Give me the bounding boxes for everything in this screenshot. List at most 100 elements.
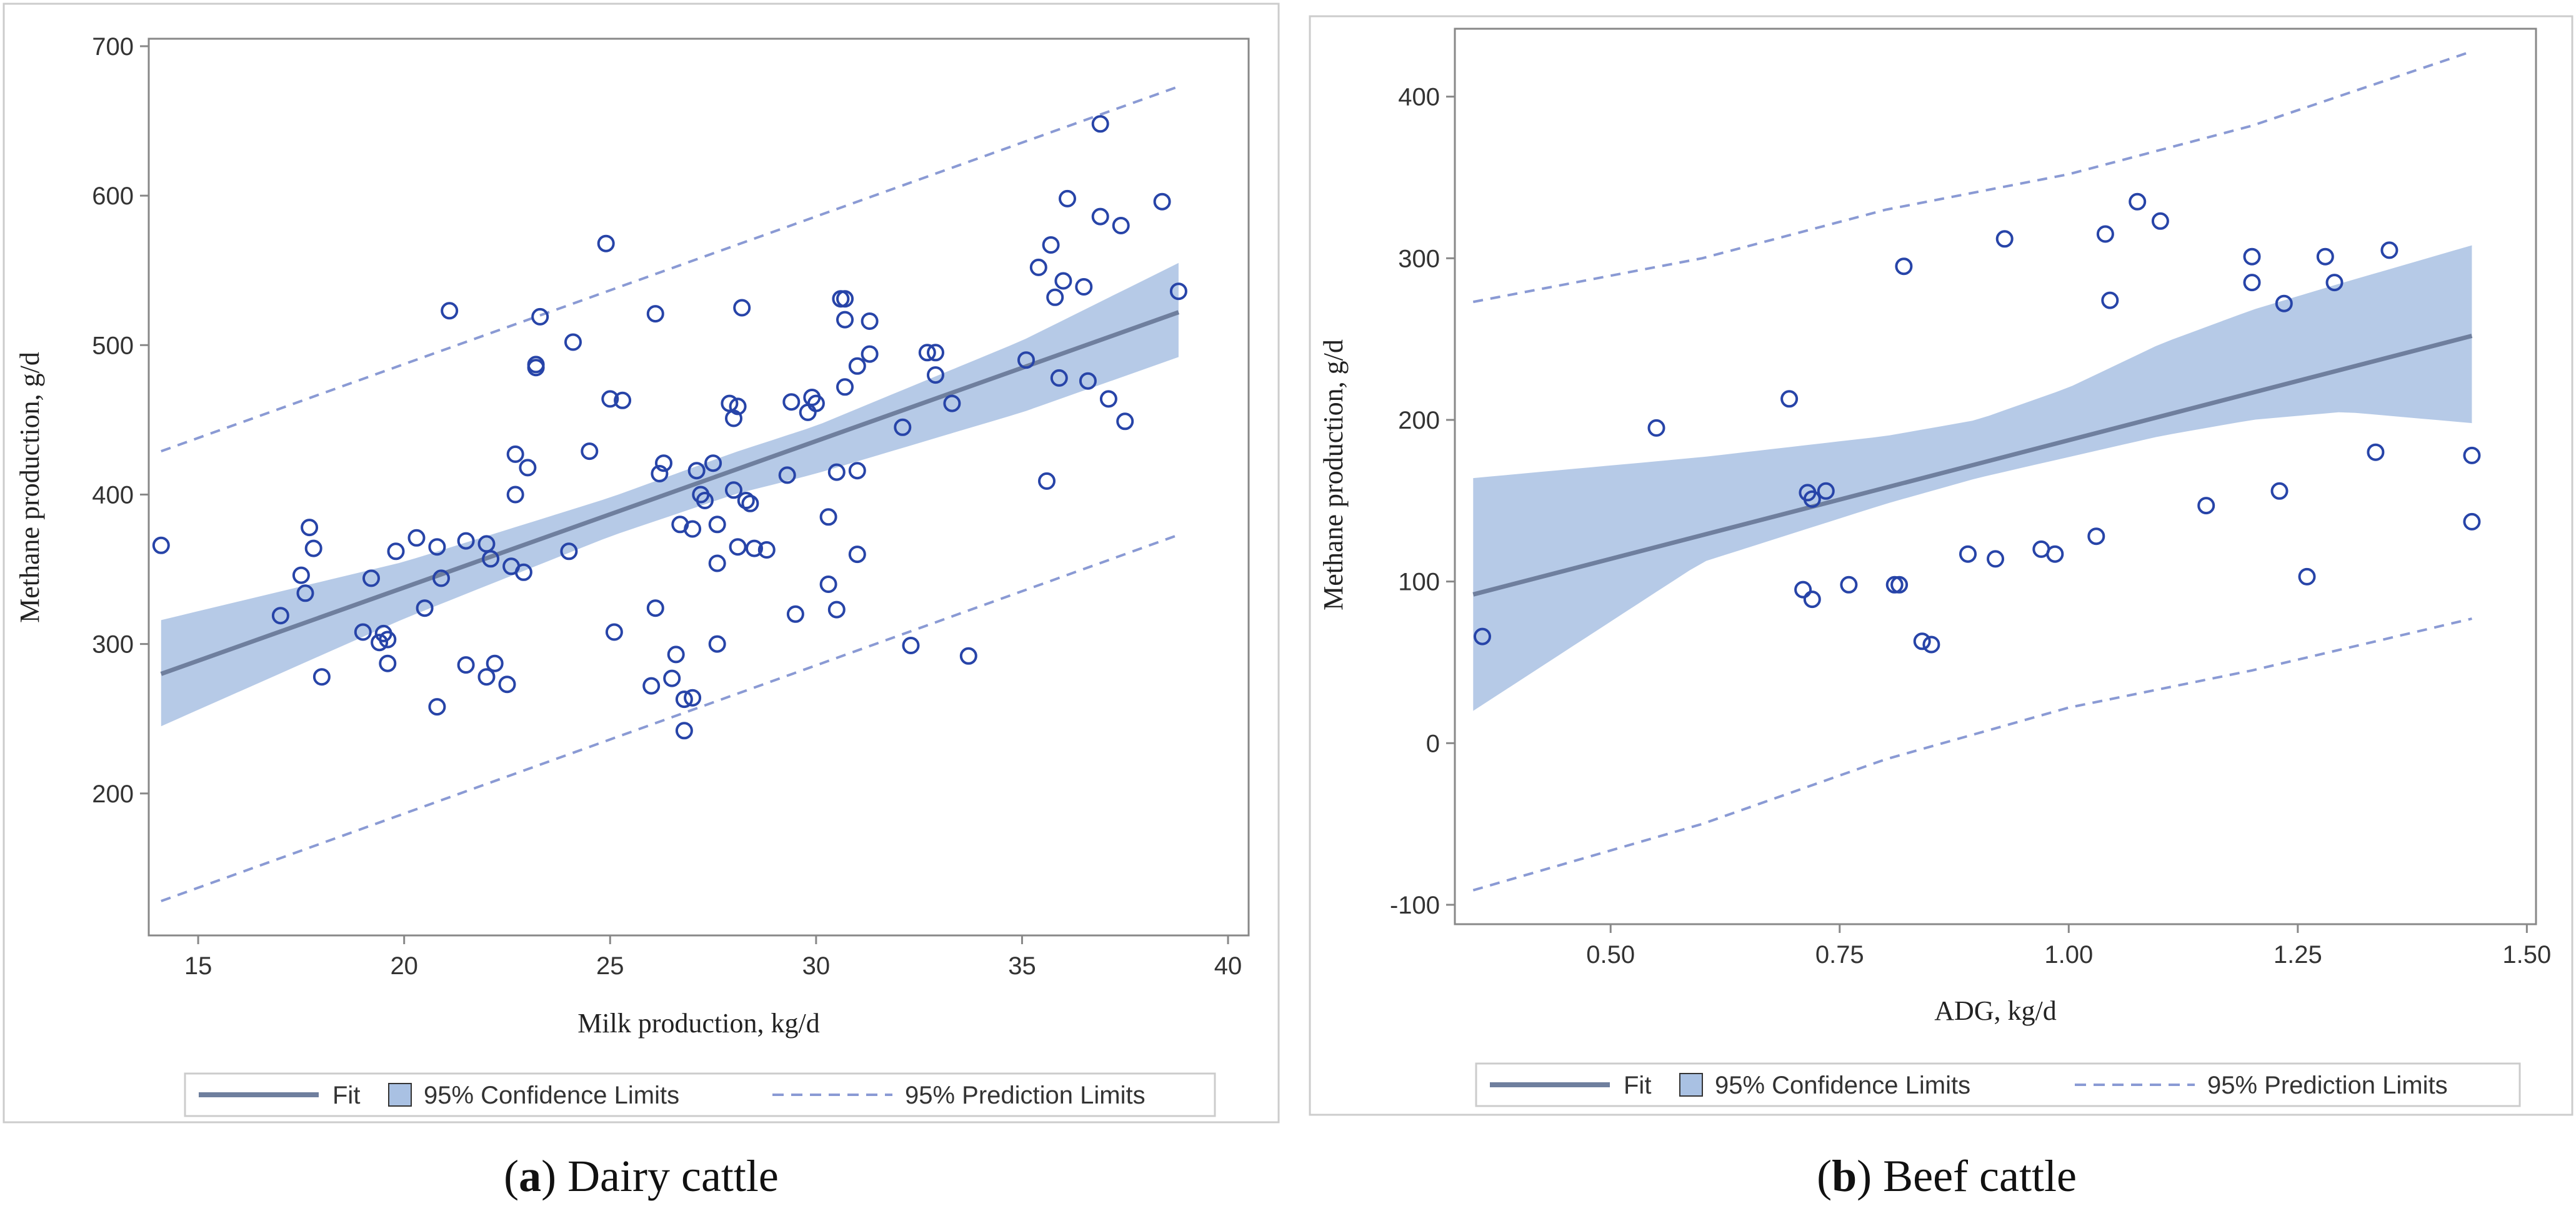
panel-b-y-ticks: -100 0 100 200 300 400: [1390, 84, 1455, 919]
data-point: [2316, 247, 2334, 266]
y-tick-label: 600: [92, 182, 134, 210]
data-point: [416, 599, 434, 617]
data-point: [725, 481, 742, 499]
data-point: [354, 623, 372, 641]
data-point: [301, 519, 319, 537]
data-point: [663, 669, 681, 687]
data-point: [519, 459, 537, 477]
data-point: [848, 462, 866, 480]
data-point: [428, 698, 446, 716]
data-point: [861, 312, 879, 330]
data-point: [564, 333, 582, 351]
panel-b: 0.50 0.75 1.00 1.25 1.50 -100 0 100 200 300 400 A…: [1309, 15, 2574, 1116]
data-point: [1803, 591, 1821, 609]
data-point: [778, 466, 796, 484]
data-point: [1780, 390, 1799, 408]
data-point: [514, 563, 532, 581]
data-point: [746, 539, 763, 557]
data-point: [2096, 225, 2114, 243]
data-point: [601, 390, 619, 408]
data-point: [2380, 241, 2399, 259]
data-point: [531, 307, 549, 326]
prediction-limit-lower: [161, 534, 1179, 902]
panel-a-legend-confidence-swatch: [388, 1083, 412, 1107]
data-point: [708, 554, 726, 572]
data-point: [927, 366, 944, 384]
data-point: [1116, 412, 1134, 431]
panel-b-legend-confidence-label: 95% Confidence Limits: [1715, 1072, 1970, 1099]
data-point: [684, 689, 702, 707]
x-tick-label: 15: [184, 952, 212, 980]
x-tick-label: 30: [802, 952, 831, 980]
panel-a-points: [152, 115, 1187, 740]
data-point: [312, 668, 331, 686]
data-point: [428, 538, 446, 556]
data-point: [506, 486, 524, 504]
data-point: [506, 445, 524, 463]
panel-a-prediction-limits: [161, 85, 1179, 902]
data-point: [836, 290, 854, 308]
data-point: [1474, 627, 1491, 645]
data-point: [1803, 490, 1821, 508]
data-point: [560, 542, 578, 561]
fit-line: [1472, 334, 2473, 597]
data-point: [605, 623, 623, 641]
data-point: [457, 656, 475, 674]
panel-b-points: [1474, 192, 2481, 654]
fit-line: [160, 310, 1180, 676]
data-point: [1647, 419, 1665, 437]
data-point: [2367, 443, 2385, 461]
data-point: [362, 569, 380, 587]
data-point: [848, 546, 866, 564]
data-point: [1075, 278, 1093, 296]
data-point: [1091, 207, 1109, 226]
data-point: [708, 635, 726, 653]
data-point: [927, 344, 944, 362]
data-point: [733, 299, 751, 317]
caption-a-close: ): [541, 1151, 556, 1201]
prediction-limit-upper: [1472, 50, 2473, 304]
data-point: [894, 418, 912, 436]
data-point: [2463, 512, 2481, 531]
data-point: [827, 601, 846, 619]
data-point: [646, 599, 664, 617]
data-point: [2151, 212, 2169, 230]
prediction-limit-upper: [161, 85, 1179, 452]
panel-a-x-ticks: 15 20 25 30 35 40: [184, 935, 1242, 980]
data-point: [667, 645, 685, 664]
data-point: [737, 492, 755, 509]
data-point: [1794, 581, 1812, 599]
data-point: [836, 378, 854, 396]
data-point: [1038, 472, 1056, 490]
y-tick-label: 300: [1398, 245, 1440, 272]
y-tick-label: -100: [1390, 892, 1440, 919]
data-point: [704, 454, 722, 472]
data-point: [292, 566, 310, 584]
data-point: [152, 536, 170, 554]
data-point: [2087, 527, 2105, 546]
data-point: [2197, 497, 2215, 515]
data-point: [1987, 550, 2004, 568]
x-tick-label: 20: [390, 952, 418, 980]
caption-b-letter: b: [1832, 1151, 1857, 1201]
data-point: [2325, 274, 2344, 292]
y-tick-label: 500: [92, 332, 134, 359]
data-point: [1029, 258, 1047, 276]
x-tick-label: 40: [1214, 952, 1242, 980]
data-point: [1169, 282, 1187, 301]
data-point: [1046, 288, 1064, 306]
data-point: [902, 637, 920, 654]
data-point: [1099, 390, 1117, 408]
prediction-limit-lower: [1472, 617, 2472, 892]
panel-b-legend: [1475, 1062, 2521, 1107]
data-point: [379, 654, 397, 672]
data-point: [1995, 230, 2014, 248]
data-point: [655, 454, 672, 472]
caption-a-text: Dairy cattle: [567, 1151, 779, 1201]
data-point: [296, 584, 314, 602]
data-point: [2270, 482, 2289, 500]
data-point: [1885, 576, 1904, 594]
panel-b-x-ticks: 0.50 0.75 1.00 1.25 1.50: [1586, 924, 2551, 969]
data-point: [725, 409, 742, 427]
